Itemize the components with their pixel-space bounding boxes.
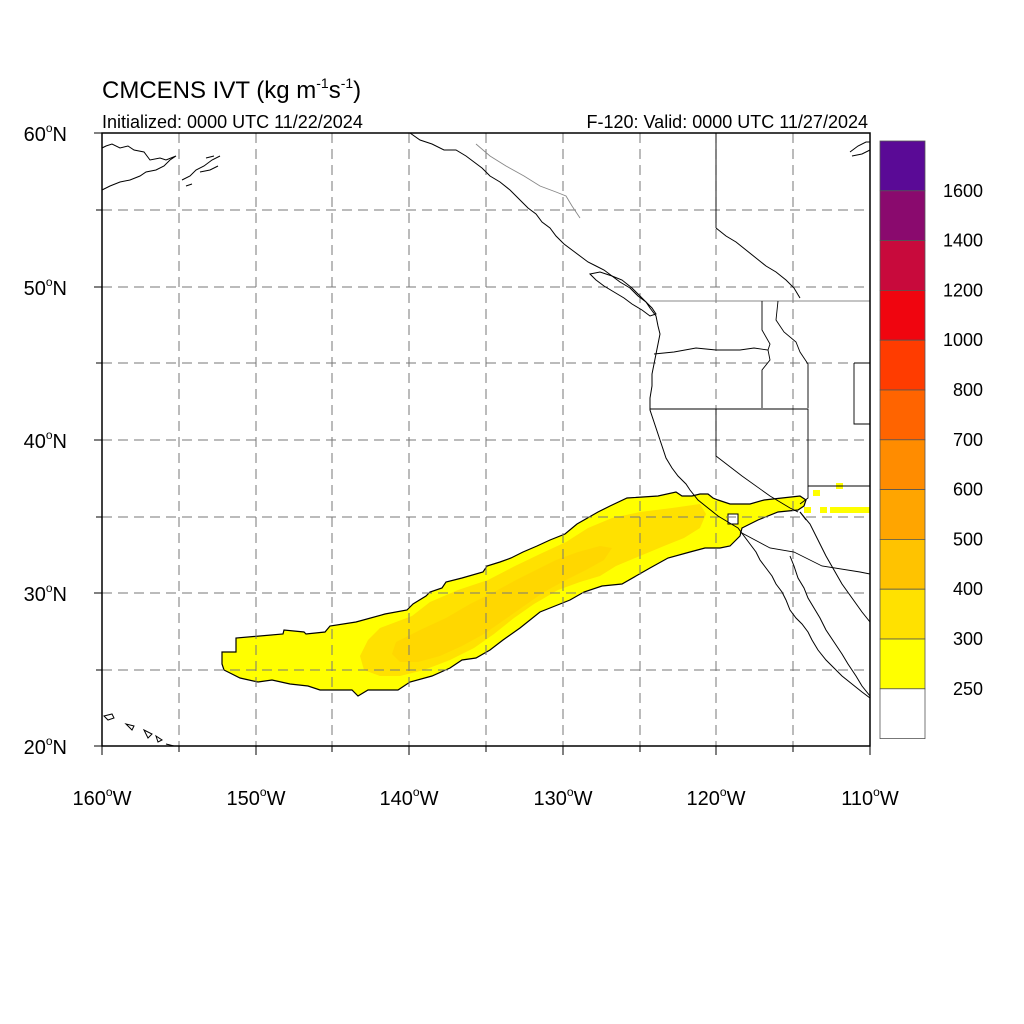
colorbar-swatch (879, 240, 926, 291)
baja-sonora-border (799, 511, 807, 521)
colorbar-swatch (879, 539, 926, 590)
bc-island-coast (588, 271, 657, 317)
lat-label: 20oN (24, 734, 67, 759)
colorbar-swatch (879, 688, 926, 739)
coastlines (101, 132, 871, 747)
washington-oregon-border (653, 347, 771, 408)
colorbar-swatch (879, 190, 926, 242)
baja-coast (789, 555, 871, 697)
lon-label: 130oW (534, 785, 593, 810)
colorbar-swatch (879, 339, 926, 391)
lat-label: 60oN (24, 121, 67, 146)
ivt-plume (221, 483, 870, 697)
colorbar-label: 600 (953, 480, 983, 500)
colorbar-label: 800 (953, 380, 983, 400)
colorbar-label: 500 (953, 529, 983, 549)
colorbar-swatch (879, 439, 926, 490)
lat-label: 40oN (24, 428, 67, 453)
idaho-border (761, 300, 809, 408)
lon-label: 120oW (687, 785, 746, 810)
colorbar-label: 250 (953, 679, 983, 699)
latitude-labels: 60oN 50oN 40oN 30oN 20oN (24, 121, 67, 759)
colorbar-label: 1600 (943, 181, 983, 201)
montana-wyoming-border (853, 362, 870, 425)
gulf-of-california-coast (799, 511, 871, 623)
ivt-pixel (813, 490, 820, 496)
ivt-plume-core (392, 546, 612, 662)
map-ticks (94, 132, 871, 755)
map-title: CMCENS IVT (kg m-1s-1) (102, 75, 361, 104)
colorbar-swatch (879, 389, 926, 441)
california-nevada-border (715, 409, 799, 513)
colorbar-swatch (879, 638, 926, 690)
colorbar-label: 400 (953, 579, 983, 599)
lon-label: 110oW (841, 785, 899, 810)
lon-label: 140oW (380, 785, 439, 810)
us-mexico-border (739, 531, 871, 575)
initialized-label: Initialized: 0000 UTC 11/22/2024 (102, 112, 363, 132)
lat-label: 30oN (24, 581, 67, 606)
alaska-islands (181, 155, 221, 187)
graticule (102, 133, 870, 746)
lat-label: 50oN (24, 275, 67, 300)
colorbar-swatch (879, 588, 926, 640)
lon-label: 160oW (73, 785, 132, 810)
colorbar: 1600 1400 1200 1000 800 700 600 500 400 300 250 (879, 140, 983, 739)
map-panel (94, 132, 871, 755)
colorbar-label: 1400 (943, 231, 983, 251)
alaska-coast (101, 143, 177, 191)
ivt-pixel (804, 507, 811, 513)
hawaii-islands (103, 713, 175, 747)
ivt-gap (727, 513, 739, 525)
hudson-coast (715, 227, 801, 299)
colorbar-swatch (879, 140, 926, 192)
colorbar-label: 1200 (943, 280, 983, 300)
longitude-labels: 160oW 150oW 140oW 130oW 120oW 110oW (73, 785, 899, 810)
colorbar-label: 1000 (943, 330, 983, 350)
ne-corner-coast (849, 141, 871, 157)
colorbar-swatch (879, 489, 926, 540)
ivt-pixel (820, 507, 827, 513)
gulf-of-alaska-coast (409, 132, 871, 699)
utah-arizona-border (799, 486, 809, 505)
colorbar-swatch (879, 289, 926, 341)
oregon-california-border (650, 408, 870, 487)
lon-label: 150oW (227, 785, 286, 810)
colorbar-label: 700 (953, 430, 983, 450)
colorbar-label: 300 (953, 629, 983, 649)
bc-alaska-border (475, 143, 581, 219)
valid-time-label: F-120: Valid: 0000 UTC 11/27/2024 (586, 112, 868, 132)
political-borders (475, 133, 871, 575)
ivt-pixel (830, 507, 870, 513)
